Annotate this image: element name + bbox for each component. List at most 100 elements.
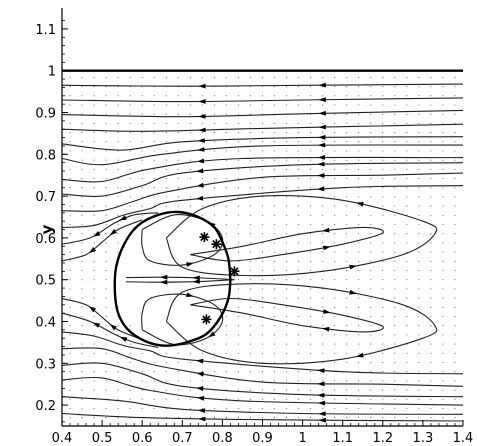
streamline <box>61 212 159 245</box>
field-dot <box>189 95 191 97</box>
field-dot <box>382 361 384 364</box>
field-dot <box>189 177 191 180</box>
field-dot <box>346 205 348 207</box>
field-dot <box>442 315 444 318</box>
field-dot <box>454 334 456 336</box>
field-dot <box>225 315 227 318</box>
field-dot <box>406 177 408 180</box>
field-dot <box>261 325 264 327</box>
field-dot <box>334 177 336 180</box>
field-dot <box>81 306 83 308</box>
field-dot <box>249 407 252 409</box>
field-dot <box>286 76 288 78</box>
field-dot <box>454 187 456 189</box>
field-dot <box>141 159 143 161</box>
field-dot <box>117 398 119 400</box>
field-dot <box>129 132 131 134</box>
field-dot <box>298 76 300 78</box>
flow-arrow <box>317 392 325 398</box>
field-dot <box>81 269 83 272</box>
field-dot <box>394 159 396 161</box>
field-dot <box>249 242 252 244</box>
field-dot <box>105 196 107 198</box>
field-dot <box>334 407 336 409</box>
field-dot <box>261 159 264 161</box>
field-dot <box>358 260 360 262</box>
recirculation-loop <box>190 226 384 262</box>
field-dot <box>69 177 71 180</box>
field-dot <box>273 95 276 97</box>
field-dot <box>81 214 83 216</box>
field-dot <box>105 159 107 161</box>
field-dot <box>129 177 131 180</box>
field-dot <box>358 361 360 364</box>
field-dot <box>105 187 107 189</box>
field-dot <box>273 122 276 124</box>
field-dot <box>454 233 456 235</box>
field-dot <box>225 104 227 106</box>
flow-arrow <box>192 279 200 284</box>
field-dot <box>201 177 203 180</box>
field-dot <box>165 141 167 143</box>
field-dot <box>382 398 384 400</box>
field-dot <box>105 288 107 290</box>
field-dot <box>93 288 95 290</box>
field-dot <box>358 389 360 391</box>
streamline <box>61 109 464 118</box>
field-dot <box>153 104 155 106</box>
field-dot <box>358 352 360 354</box>
flow-arrow <box>186 292 194 298</box>
field-dot <box>237 159 239 161</box>
field-dot <box>237 76 239 78</box>
field-dot <box>261 223 264 226</box>
field-dot <box>81 233 83 235</box>
field-dot <box>237 187 239 189</box>
field-dot <box>261 141 264 143</box>
field-dot <box>81 343 83 345</box>
flow-arrow <box>196 358 204 364</box>
flow-arrow <box>318 82 326 88</box>
field-dot <box>442 417 444 419</box>
field-dot <box>346 260 348 262</box>
field-dot <box>442 325 444 327</box>
field-dot <box>273 251 276 253</box>
field-dot <box>310 306 312 308</box>
field-dot <box>454 325 456 327</box>
field-dot <box>261 371 264 373</box>
field-dot <box>105 177 107 180</box>
field-dot <box>249 260 252 262</box>
field-dot <box>358 214 360 216</box>
field-dot <box>406 168 408 170</box>
flow-arrow <box>317 173 325 178</box>
field-dot <box>382 86 384 88</box>
field-dot <box>382 104 384 106</box>
field-dot <box>358 279 360 281</box>
field-dot <box>189 389 191 391</box>
field-dot <box>237 306 239 308</box>
flow-arrow <box>318 417 326 423</box>
field-dot <box>249 398 252 400</box>
field-dot <box>358 417 360 419</box>
field-dot <box>358 315 360 318</box>
field-dot <box>394 168 396 170</box>
field-dot <box>418 398 420 400</box>
field-dot <box>69 187 71 189</box>
field-dot <box>394 177 396 180</box>
field-dot <box>430 132 432 134</box>
field-dot <box>346 95 348 97</box>
field-dot <box>418 205 420 207</box>
field-dot <box>406 288 408 290</box>
field-dot <box>394 214 396 216</box>
field-dot <box>286 288 288 290</box>
field-dot <box>286 260 288 262</box>
field-dot <box>430 417 432 419</box>
field-dot <box>286 417 288 419</box>
field-dot <box>406 76 408 78</box>
field-dot <box>358 205 360 207</box>
field-dot <box>418 325 420 327</box>
field-dot <box>69 196 71 198</box>
field-dot <box>430 141 432 143</box>
field-dot <box>165 371 167 373</box>
field-dot <box>237 141 239 143</box>
field-dot <box>249 214 252 216</box>
